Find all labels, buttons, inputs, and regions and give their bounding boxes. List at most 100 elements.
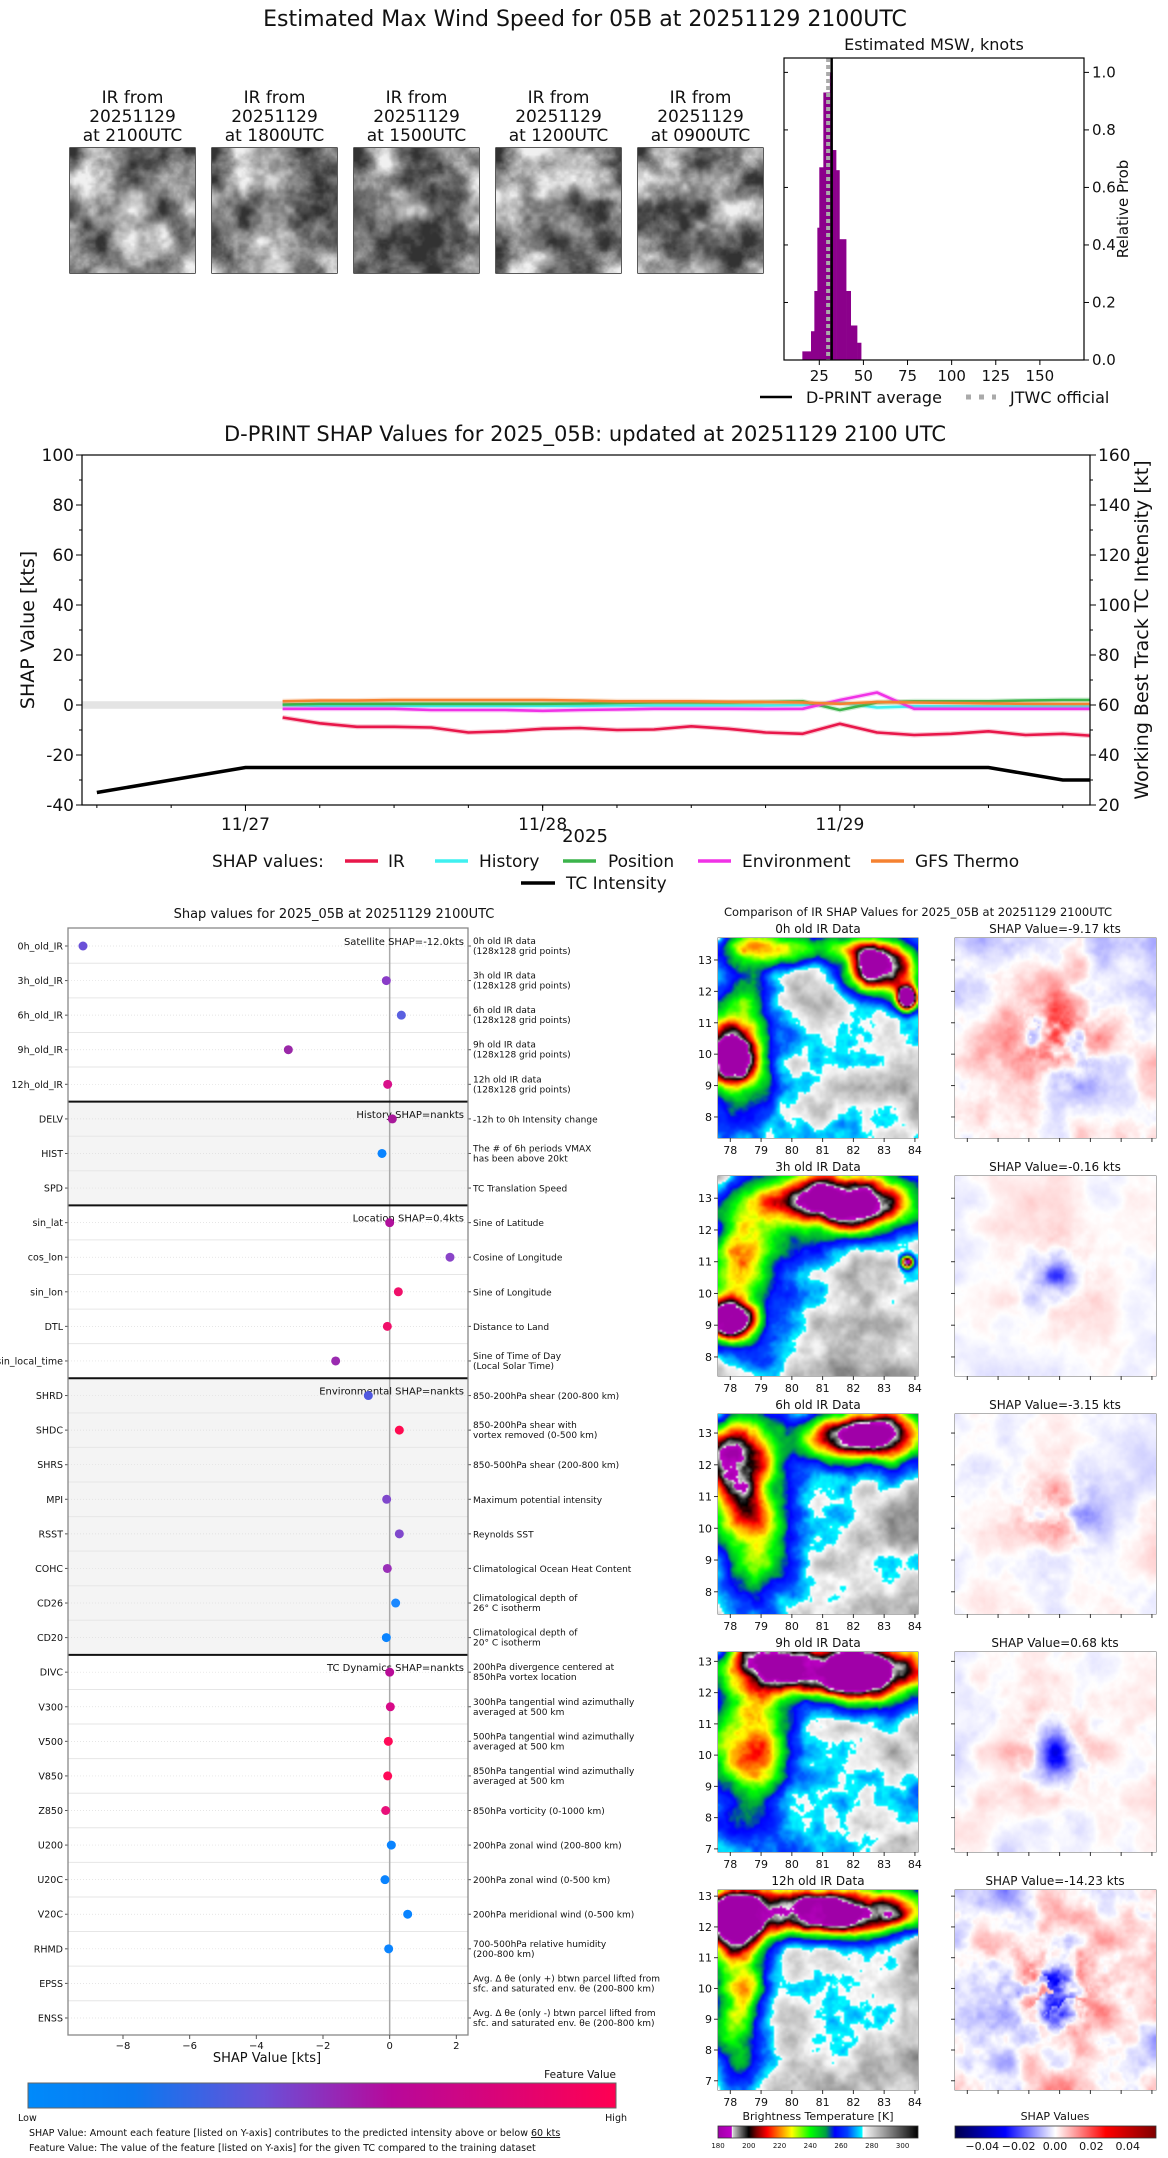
feature-description: (200-800 km) (473, 1950, 534, 1960)
dotplot-axes (67, 927, 469, 2036)
group-shap-label: Environmental SHAP=nankts (319, 1387, 464, 1398)
longitude-tick-label: 83 (877, 2096, 891, 2109)
longitude-tick-label: 82 (846, 2096, 860, 2109)
longitude-tick-label: 80 (785, 2096, 799, 2109)
feature-description: 6h old IR data (473, 1006, 536, 1016)
feature-label: DTL (45, 1322, 64, 1333)
bt-tick-label: 260 (834, 2142, 847, 2150)
latitude-tick-label: 12 (698, 1921, 712, 1934)
feature-description: Climatological depth of (473, 1629, 578, 1639)
latitude-tick-label: 11 (698, 1952, 712, 1965)
longitude-tick-label: 84 (908, 2096, 922, 2109)
y-tick-label: -20 (46, 746, 74, 766)
feature-label: cos_lon (28, 1253, 63, 1264)
latitude-tick-label: 11 (698, 1491, 712, 1504)
latitude-tick-label: 12 (698, 1224, 712, 1237)
feature-description: Sine of Time of Day (473, 1352, 562, 1362)
feature-label: U20C (37, 1875, 63, 1886)
feature-description: 9h old IR data (473, 1041, 536, 1051)
note-feature: Feature Value: The value of the feature … (29, 2143, 536, 2154)
longitude-tick-label: 78 (723, 1144, 737, 1157)
bt-colorbar-title: Brightness Temperature [K] (742, 2110, 893, 2123)
feature-description: (Local Solar Time) (473, 1362, 554, 1372)
ir-panel-title: 0h old IR Data (775, 922, 861, 936)
histogram-bar (817, 227, 820, 360)
thumbnail-title-line: IR from (102, 88, 164, 108)
x-tick-label: −2 (316, 2041, 331, 2052)
shap-panel-title: SHAP Value=-3.15 kts (989, 1398, 1121, 1412)
histogram-bar (850, 325, 858, 360)
series-line-history (282, 701, 1090, 709)
feature-label: V20C (38, 1910, 64, 1921)
x-tick-label: −4 (249, 2041, 264, 2052)
shap-timeseries: D-PRINT SHAP Values for 2025_05B: update… (17, 422, 1153, 894)
feature-dot-RSST (394, 1529, 404, 1539)
y-tick-label: 0.8 (1092, 121, 1116, 139)
legend-label: IR (388, 852, 405, 872)
x-tick-label: 11/28 (518, 815, 567, 835)
latitude-tick-label: 10 (698, 1287, 712, 1300)
longitude-tick-label: 79 (754, 2096, 768, 2109)
series-line-environment (282, 691, 1090, 713)
feature-description: sfc. and saturated env. θe (200-800 km) (473, 1984, 655, 1994)
longitude-tick-label: 83 (877, 1620, 891, 1633)
feature-label: CD26 (37, 1599, 63, 1610)
feature-description: 850hPa vortex location (473, 1673, 577, 1683)
bt-tick-label: 180 (711, 2142, 724, 2150)
feature-dot-cos_lon (445, 1252, 455, 1262)
feature-label: COHC (35, 1564, 63, 1575)
tc-intensity-line (96, 765, 1090, 795)
group-shap-label: Satellite SHAP=-12.0kts (344, 937, 464, 948)
shap-image (955, 1652, 1156, 1852)
feature-label: U200 (38, 1841, 63, 1852)
histogram-bar (819, 167, 824, 360)
legend-label: Position (608, 852, 674, 872)
dotplot-xlabel: SHAP Value [kts] (213, 2051, 321, 2066)
shap-tick-label: −0.04 (965, 2140, 999, 2153)
feature-description: Distance to Land (473, 1323, 549, 1333)
group-shap-label: History SHAP=nankts (356, 1110, 464, 1121)
thumbnail-title-line: IR from (670, 88, 732, 108)
feature-label: V500 (38, 1737, 63, 1748)
y-right-tick-label: 40 (1098, 746, 1120, 766)
histogram-title: Estimated MSW, knots (844, 35, 1024, 54)
latitude-tick-label: 7 (705, 1843, 712, 1856)
ir-image (718, 1176, 918, 1376)
longitude-tick-label: 82 (846, 1858, 860, 1871)
legend-label: Environment (742, 852, 851, 872)
feature-description: 850-200hPa shear (200-800 km) (473, 1392, 619, 1402)
feature-label: CD20 (37, 1633, 63, 1644)
feature-description: Avg. Δ θe (only -) btwn parcel lifted fr… (473, 2009, 656, 2019)
histogram-ylabel: Relative Prob (1114, 160, 1132, 259)
feature-label: V850 (38, 1771, 63, 1782)
feature-description: 500hPa tangential wind azimuthally (473, 1732, 635, 1742)
feature-description: 850-500hPa shear (200-800 km) (473, 1461, 619, 1471)
shap-tick-label: 0.04 (1115, 2140, 1140, 2153)
feature-description: The # of 6h periods VMAX (472, 1144, 591, 1154)
timeseries-ylabel-right: Working Best Track TC Intensity [kt] (1131, 460, 1153, 799)
feature-label: SPD (44, 1184, 63, 1195)
shap-panel-title: SHAP Value=0.68 kts (991, 1636, 1118, 1650)
feature-description: sfc. and saturated env. θe (200-800 km) (473, 2019, 655, 2029)
feature-description: (128x128 grid points) (473, 1085, 571, 1095)
feature-label: 0h_old_IR (18, 942, 64, 953)
x-tick-label: 50 (854, 367, 873, 385)
thumbnail-title-line: 20251129 (89, 107, 176, 127)
feature-label: SHRD (36, 1391, 63, 1402)
y-tick-label: 0.4 (1092, 236, 1116, 254)
ir-panel-title: 9h old IR Data (775, 1636, 861, 1650)
feature-description: (128x128 grid points) (473, 1016, 571, 1026)
feature-dot-U200 (386, 1840, 396, 1850)
latitude-tick-label: 9 (705, 1780, 712, 1793)
longitude-tick-label: 84 (908, 1620, 922, 1633)
longitude-tick-label: 81 (816, 1144, 830, 1157)
brightness-temperature-colorbar (717, 2125, 919, 2139)
timeseries-xlabel: 2025 (562, 826, 608, 847)
feature-dot-SHDC (394, 1425, 404, 1435)
x-tick-label: 25 (810, 367, 829, 385)
feature-description: Sine of Latitude (473, 1219, 544, 1229)
y-right-tick-label: 160 (1098, 446, 1130, 466)
feature-description: averaged at 500 km (473, 1777, 564, 1787)
feature-description: averaged at 500 km (473, 1708, 564, 1718)
y-tick-label: 60 (52, 546, 74, 566)
